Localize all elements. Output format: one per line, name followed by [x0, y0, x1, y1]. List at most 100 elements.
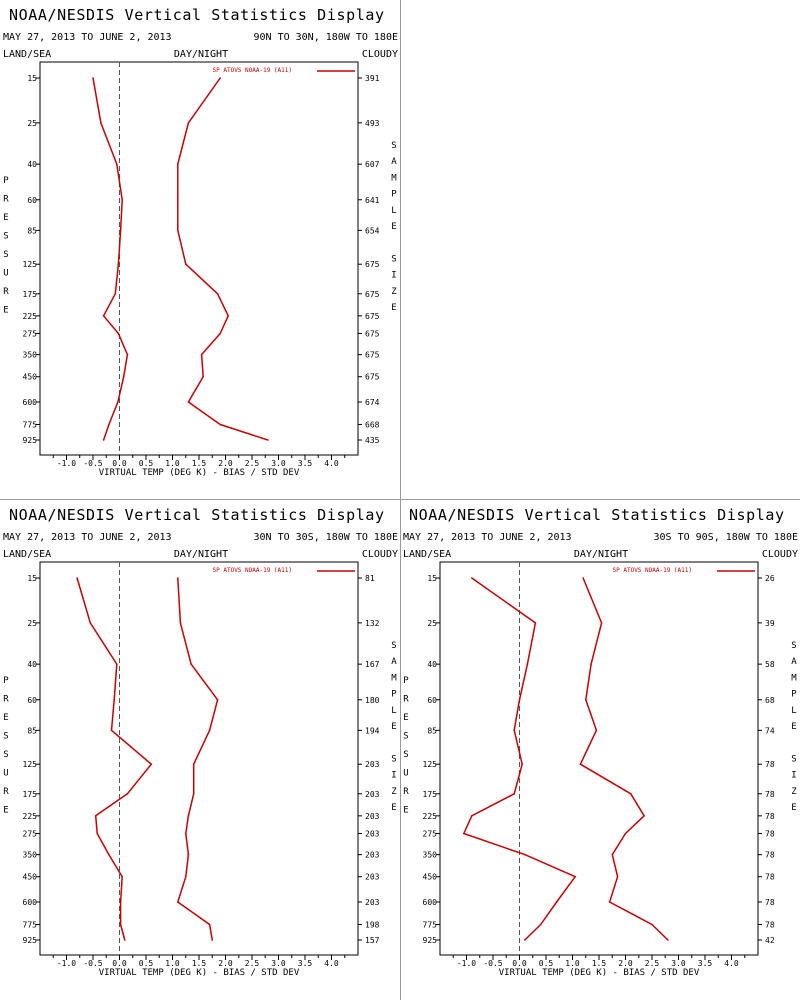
sample-size-label: 78 [765, 898, 775, 907]
data-point-bias [524, 853, 526, 856]
data-point-bias [463, 832, 465, 835]
sample-size-label: 203 [365, 873, 380, 882]
x-tick-label: 0.0 [512, 959, 527, 968]
y-tick-label: 225 [23, 312, 38, 321]
panel-1: NOAA/NESDIS Vertical Statistics Display M… [3, 6, 398, 478]
sample-size-label: 78 [765, 873, 775, 882]
y-axis-title-letter: R [403, 787, 409, 797]
y-tick-label: 15 [27, 74, 37, 83]
sample-size-label: 132 [365, 619, 380, 628]
y-tick-label: 275 [423, 829, 438, 838]
sample-size-label: 675 [365, 260, 380, 269]
y-axis-title-letter: S [403, 750, 408, 760]
data-point-std_dev [200, 353, 203, 356]
data-point-std_dev [585, 699, 587, 701]
x-tick-label: 2.0 [218, 959, 233, 968]
sample-size-label: 157 [365, 936, 380, 945]
date-range: MAY 27, 2013 TO JUNE 2, 2013 [3, 32, 172, 43]
right-axis-title-letter: Z [791, 787, 797, 797]
data-point-std_dev [227, 315, 229, 317]
right-axis-title-letter: L [791, 706, 796, 716]
panel-divider-vertical-top [400, 0, 401, 500]
sample-size-label: 81 [365, 574, 375, 583]
data-point-std_dev [600, 622, 603, 624]
data-point-bias [96, 832, 98, 835]
y-axis-title-letter: E [3, 806, 8, 816]
data-point-std_dev [216, 293, 219, 295]
data-point-bias [94, 815, 97, 817]
data-point-bias [124, 939, 126, 941]
sample-size-label: 203 [365, 829, 380, 838]
y-tick-label: 25 [27, 119, 37, 128]
y-tick-label: 85 [427, 726, 437, 735]
y-tick-label: 925 [23, 436, 38, 445]
y-axis-title-letter: R [3, 195, 9, 205]
y-tick-label: 450 [423, 873, 438, 882]
sample-size-label: 203 [365, 851, 380, 860]
y-tick-label: 225 [423, 812, 438, 821]
sample-size-label: 167 [365, 660, 380, 669]
data-point-std_dev [192, 793, 195, 795]
data-point-bias [100, 122, 102, 124]
right-axis-title-letter: P [791, 690, 797, 700]
panel-3: NOAA/NESDIS Vertical Statistics Display M… [403, 506, 798, 978]
sample-size-label: 203 [365, 812, 380, 821]
y-tick-label: 775 [23, 920, 38, 929]
data-point-bias [117, 401, 119, 403]
y-tick-label: 40 [427, 660, 437, 669]
data-point-bias [116, 163, 118, 165]
data-point-bias [89, 622, 92, 624]
sample-size-label: 78 [765, 812, 775, 821]
right-axis-title-letter: L [391, 706, 396, 716]
data-point-std_dev [611, 853, 614, 856]
data-point-std_dev [179, 622, 182, 624]
right-axis-title-letter: E [391, 222, 396, 232]
y-axis-title-letter: E [403, 713, 408, 723]
data-point-std_dev [667, 939, 669, 941]
x-axis-label: VIRTUAL TEMP (DEG K) - BIAS / STD DEV [499, 968, 700, 978]
x-tick-label: 1.5 [592, 959, 607, 968]
y-axis-title-letter: S [3, 732, 8, 742]
right-axis-title-letter: E [391, 303, 396, 313]
data-point-std_dev [208, 729, 211, 732]
y-axis-title-letter: R [3, 787, 9, 797]
data-point-bias [121, 875, 123, 878]
data-point-std_dev [177, 577, 179, 579]
sample-size-label: 675 [365, 312, 380, 321]
data-point-bias [117, 332, 120, 335]
sample-size-label: 42 [765, 936, 775, 945]
x-tick-label: -1.0 [457, 959, 476, 968]
x-tick-label: 3.0 [271, 459, 286, 468]
panel-title: NOAA/NESDIS Vertical Statistics Display [9, 6, 385, 24]
data-point-std_dev [192, 763, 195, 765]
y-axis-title-letter: S [403, 732, 408, 742]
right-axis-title-letter: A [391, 657, 397, 667]
right-axis-title-letter: E [791, 722, 796, 732]
data-point-std_dev [208, 923, 211, 926]
sample-size-label: 668 [365, 420, 380, 429]
x-tick-label: 1.0 [165, 459, 180, 468]
sample-size-label: 654 [365, 226, 380, 235]
data-point-std_dev [616, 875, 619, 878]
sample-size-label: 675 [365, 351, 380, 360]
x-tick-label: 0.5 [139, 959, 154, 968]
right-axis-title-letter: S [391, 141, 396, 151]
region-label: 90N TO 30N, 180W TO 180E [254, 32, 399, 43]
x-axis-label: VIRTUAL TEMP (DEG K) - BIAS / STD DEV [99, 468, 300, 478]
x-tick-label: 0.5 [139, 459, 154, 468]
data-point-std_dev [187, 853, 190, 856]
series-line-std_dev [177, 77, 269, 441]
data-point-std_dev [190, 663, 192, 665]
series-line-std_dev [579, 577, 669, 941]
sample-size-label: 68 [765, 696, 775, 705]
data-point-std_dev [202, 375, 204, 378]
x-tick-label: 3.5 [698, 959, 713, 968]
data-point-bias [526, 663, 529, 665]
data-point-std_dev [219, 332, 221, 335]
y-tick-label: 175 [423, 790, 438, 799]
data-point-std_dev [643, 815, 645, 817]
data-point-bias [524, 939, 526, 941]
x-tick-label: 2.5 [645, 959, 660, 968]
right-axis-title-letter: S [391, 641, 396, 651]
series-line-bias [76, 577, 153, 941]
